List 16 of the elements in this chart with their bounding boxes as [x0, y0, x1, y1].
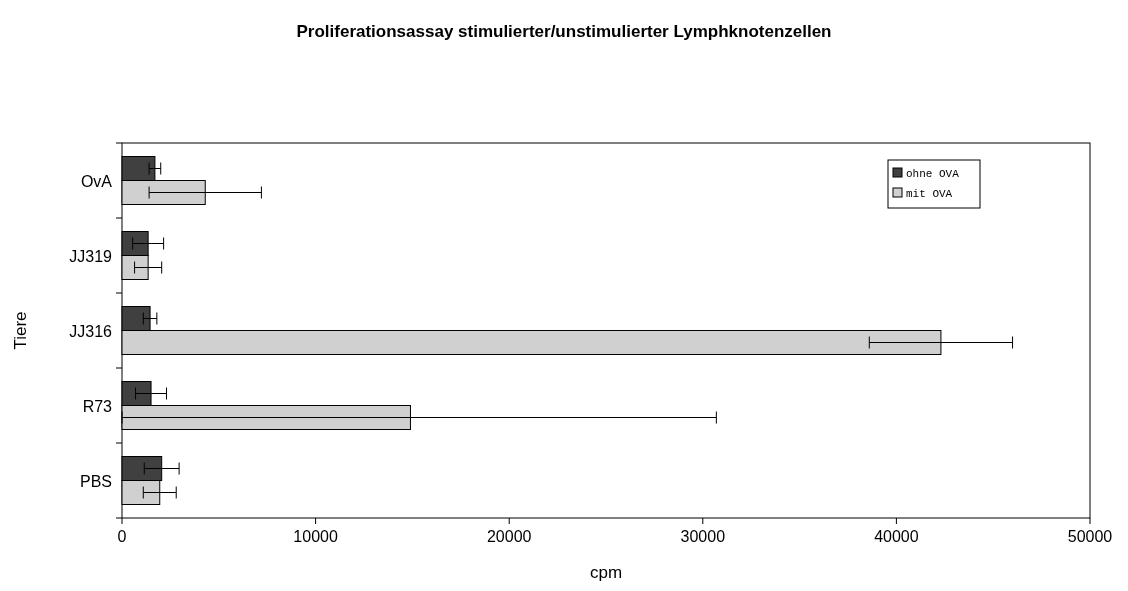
x-tick-label: 20000 [486, 528, 532, 545]
x-tick-label: 40000 [874, 528, 919, 545]
y-axis-title: Tiere [11, 311, 30, 350]
legend-label: ohne OVA [906, 168, 960, 180]
x-tick-label: 30000 [680, 528, 726, 545]
y-tick-label: PBS [79, 472, 112, 490]
x-axis-title: cpm [589, 563, 623, 582]
x-tick-label: 0 [117, 528, 127, 545]
y-tick-label: JJ316 [69, 322, 113, 340]
legend-label: mit OVA [906, 188, 953, 200]
y-tick-label: R73 [82, 397, 113, 415]
y-tick-label: OvA [80, 172, 113, 190]
chart-title: Proliferationsassay stimulierter/unstimulierter Lymphknotenzellen [296, 22, 832, 41]
x-tick-label: 50000 [1067, 528, 1113, 545]
y-tick-label: JJ319 [69, 247, 113, 265]
x-tick-label: 10000 [293, 528, 338, 545]
